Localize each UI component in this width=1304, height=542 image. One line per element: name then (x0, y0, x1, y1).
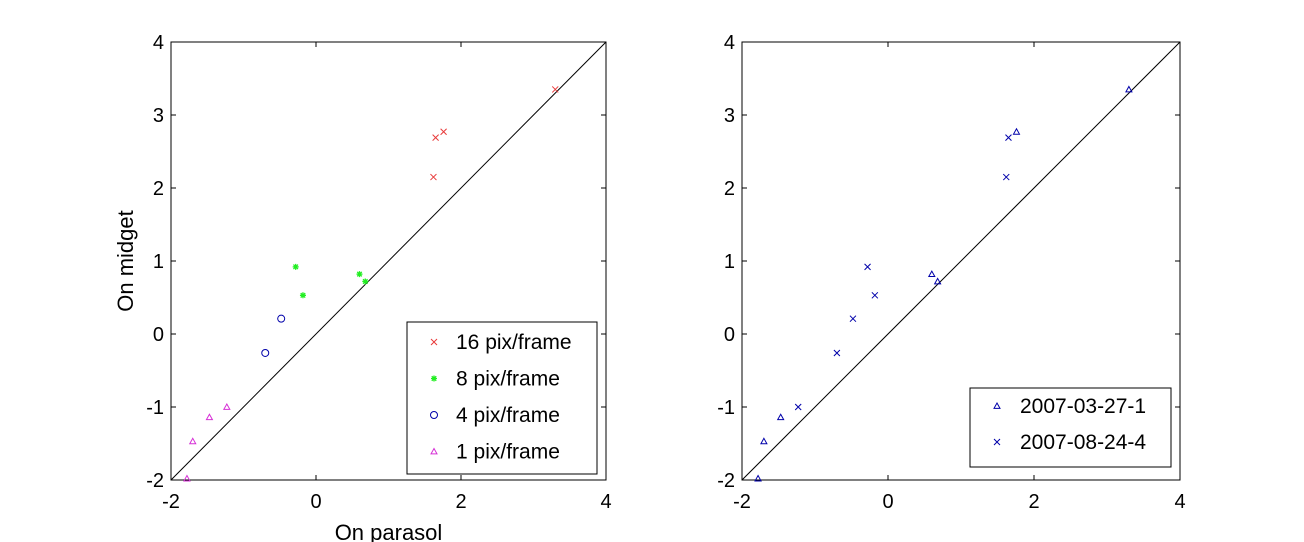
series-1 (754, 85, 1133, 482)
y-tick-label: 3 (724, 105, 735, 127)
x-tick-label: 2 (1028, 491, 1039, 513)
x-tick-label: 4 (600, 491, 611, 513)
y-tick-label: 4 (153, 32, 164, 54)
data-point (440, 128, 447, 136)
y-tick-label: 2 (724, 178, 735, 200)
data-point (430, 173, 437, 181)
data-point (432, 134, 439, 141)
legend-entry: 1 pix/frame (456, 441, 560, 464)
legend-marker (430, 447, 438, 455)
y-tick-label: -1 (146, 397, 164, 419)
legend-marker (993, 438, 1001, 446)
identity-line (170, 41, 607, 481)
data-point (1002, 173, 1010, 181)
legend-entry: 8 pix/frame (456, 368, 560, 391)
y-tick-label: 0 (153, 324, 164, 346)
y-tick-label: 3 (153, 105, 164, 127)
legend-entry: 4 pix/frame (456, 404, 560, 427)
identity-line (741, 41, 1181, 481)
series-4 (183, 402, 231, 482)
legend-entry: 16 pix/frame (456, 331, 572, 354)
data-point (1125, 85, 1133, 93)
legend: 16 pix/frame 8 pix/frame 4 pix/frame 1 pix/… (406, 321, 598, 475)
data-point (356, 271, 363, 278)
series-3 (261, 314, 286, 357)
data-point (205, 413, 214, 421)
data-point (849, 315, 857, 323)
y-tick-label: -2 (146, 470, 164, 492)
legend-entry: 2007-03-27-1 (1020, 395, 1146, 418)
plot-panel-1: -2 0 2 4 -2 -1 0 1 2 3 4 On parasol On midget 16 pix/… (113, 32, 612, 542)
legend-marker (430, 338, 438, 346)
legend-marker (993, 401, 1001, 409)
legend-marker (431, 375, 437, 382)
data-point (222, 402, 231, 410)
y-tick-label: 2 (153, 178, 164, 200)
y-tick-label: 1 (153, 251, 164, 273)
x-tick-label: 4 (1174, 491, 1185, 513)
data-point (794, 403, 802, 411)
data-point (183, 474, 191, 482)
data-point (292, 263, 299, 270)
legend-box (406, 321, 598, 475)
data-point (261, 348, 270, 357)
plot-panel-2: -2 0 2 4 -2 -1 0 1 2 3 4 2007-03-27-1 2007-08-24-4 (717, 32, 1185, 513)
x-axis-label: On parasol (335, 520, 443, 542)
data-point (299, 292, 306, 299)
y-axis-label: On midget (113, 210, 138, 312)
data-point (188, 437, 197, 445)
data-point (277, 314, 286, 323)
data-point (1012, 127, 1021, 135)
y-tick-label: 4 (724, 32, 735, 54)
y-tick-label: -2 (717, 470, 735, 492)
data-point (362, 278, 369, 285)
legend-box (969, 387, 1172, 468)
x-tick-label: 2 (455, 491, 466, 513)
x-tick-label: -2 (733, 491, 751, 513)
data-point (927, 270, 936, 278)
legend-marker (430, 411, 438, 419)
data-point (833, 349, 841, 357)
data-point (933, 277, 942, 285)
x-tick-label: 0 (882, 491, 893, 513)
y-tick-label: 0 (724, 324, 735, 346)
data-point (864, 263, 871, 271)
data-point (1005, 134, 1012, 141)
x-tick-label: -2 (162, 491, 180, 513)
legend: 2007-03-27-1 2007-08-24-4 (969, 387, 1172, 468)
series-1 (430, 86, 559, 181)
data-point (760, 437, 768, 445)
data-point (754, 474, 762, 482)
x-tick-label: 0 (310, 491, 321, 513)
y-tick-label: -1 (717, 397, 735, 419)
legend-entry: 2007-08-24-4 (1020, 431, 1146, 454)
data-point (551, 86, 559, 93)
y-tick-label: 1 (724, 251, 735, 273)
data-point (776, 413, 785, 421)
data-point (871, 291, 879, 299)
series-2 (292, 263, 369, 299)
series-2 (794, 134, 1012, 411)
